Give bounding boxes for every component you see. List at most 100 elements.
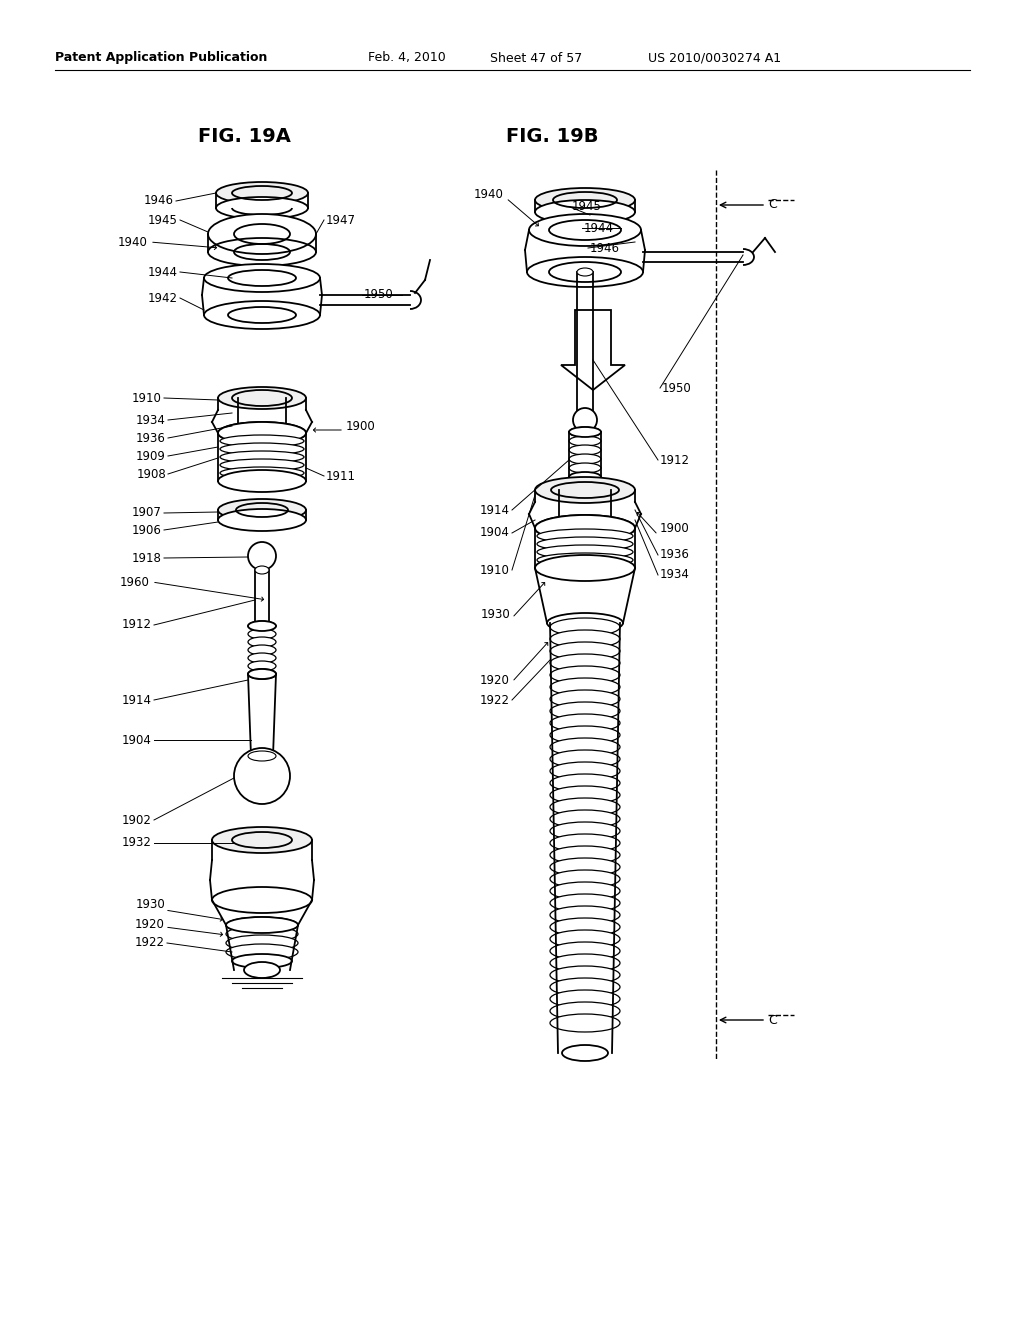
Text: US 2010/0030274 A1: US 2010/0030274 A1: [648, 51, 781, 65]
Ellipse shape: [537, 537, 633, 550]
Text: 1914: 1914: [480, 503, 510, 516]
Ellipse shape: [550, 630, 620, 648]
Text: 1907: 1907: [132, 507, 162, 520]
Ellipse shape: [218, 499, 306, 521]
Ellipse shape: [550, 954, 620, 972]
Ellipse shape: [550, 906, 620, 924]
Ellipse shape: [537, 545, 633, 558]
Ellipse shape: [569, 426, 601, 437]
Polygon shape: [561, 310, 625, 389]
Ellipse shape: [234, 748, 290, 804]
Ellipse shape: [216, 197, 308, 219]
Ellipse shape: [569, 454, 601, 465]
Ellipse shape: [218, 422, 306, 444]
Ellipse shape: [569, 473, 601, 482]
Text: 1946: 1946: [144, 194, 174, 207]
Ellipse shape: [550, 978, 620, 997]
Ellipse shape: [204, 264, 319, 292]
Text: 1909: 1909: [136, 450, 166, 462]
Ellipse shape: [573, 408, 597, 432]
Text: 1942: 1942: [148, 292, 178, 305]
Text: 1932: 1932: [122, 837, 152, 850]
Text: 1910: 1910: [480, 564, 510, 577]
Ellipse shape: [248, 630, 276, 639]
Ellipse shape: [535, 187, 635, 213]
Ellipse shape: [535, 477, 635, 503]
Ellipse shape: [208, 214, 316, 253]
Ellipse shape: [577, 268, 593, 276]
Ellipse shape: [529, 214, 641, 246]
Ellipse shape: [550, 822, 620, 840]
Ellipse shape: [550, 1014, 620, 1032]
Ellipse shape: [550, 642, 620, 660]
Text: 1936: 1936: [136, 432, 166, 445]
Text: 1904: 1904: [480, 527, 510, 540]
Ellipse shape: [248, 653, 276, 663]
Ellipse shape: [569, 436, 601, 446]
Ellipse shape: [248, 543, 276, 570]
Text: 1944: 1944: [584, 222, 614, 235]
Ellipse shape: [550, 834, 620, 851]
Ellipse shape: [248, 645, 276, 655]
Ellipse shape: [537, 553, 633, 568]
Ellipse shape: [550, 858, 620, 876]
Ellipse shape: [212, 887, 312, 913]
Ellipse shape: [550, 785, 620, 804]
Text: 1912: 1912: [122, 619, 152, 631]
Text: 1950: 1950: [662, 381, 692, 395]
Text: 1914: 1914: [122, 693, 152, 706]
Ellipse shape: [220, 444, 304, 455]
Ellipse shape: [550, 966, 620, 983]
Ellipse shape: [226, 935, 298, 950]
Ellipse shape: [550, 846, 620, 865]
Ellipse shape: [569, 463, 601, 473]
Ellipse shape: [244, 962, 280, 978]
Text: 1922: 1922: [480, 693, 510, 706]
Ellipse shape: [550, 917, 620, 936]
Text: Patent Application Publication: Patent Application Publication: [55, 51, 267, 65]
Ellipse shape: [550, 894, 620, 912]
Ellipse shape: [550, 702, 620, 719]
Text: 1900: 1900: [346, 420, 376, 433]
Ellipse shape: [204, 301, 319, 329]
Text: 1945: 1945: [572, 201, 602, 214]
Ellipse shape: [248, 661, 276, 671]
Ellipse shape: [218, 422, 306, 444]
Ellipse shape: [218, 387, 306, 409]
Text: 1920: 1920: [135, 917, 165, 931]
Text: Feb. 4, 2010: Feb. 4, 2010: [368, 51, 445, 65]
Ellipse shape: [550, 774, 620, 792]
Ellipse shape: [569, 445, 601, 455]
Ellipse shape: [550, 690, 620, 708]
Ellipse shape: [248, 620, 276, 631]
Text: 1946: 1946: [590, 242, 620, 255]
Ellipse shape: [248, 638, 276, 647]
Text: Sheet 47 of 57: Sheet 47 of 57: [490, 51, 583, 65]
Text: 1900: 1900: [660, 521, 690, 535]
Ellipse shape: [527, 257, 643, 286]
Text: 1911: 1911: [326, 470, 356, 483]
Ellipse shape: [550, 942, 620, 960]
Text: C: C: [768, 1014, 777, 1027]
Text: 1936: 1936: [660, 549, 690, 561]
Text: 1902: 1902: [122, 813, 152, 826]
Ellipse shape: [550, 678, 620, 696]
Ellipse shape: [234, 224, 290, 244]
Ellipse shape: [535, 554, 635, 581]
Text: 1947: 1947: [326, 214, 356, 227]
Text: FIG. 19A: FIG. 19A: [198, 128, 291, 147]
Ellipse shape: [248, 620, 276, 631]
Ellipse shape: [550, 810, 620, 828]
Text: 1934: 1934: [660, 569, 690, 582]
Ellipse shape: [535, 515, 635, 541]
Ellipse shape: [562, 1045, 608, 1061]
Ellipse shape: [226, 917, 298, 933]
Text: 1910: 1910: [132, 392, 162, 404]
Text: 1920: 1920: [480, 673, 510, 686]
Ellipse shape: [547, 612, 623, 634]
Text: 1906: 1906: [132, 524, 162, 536]
Ellipse shape: [535, 201, 635, 224]
Ellipse shape: [550, 667, 620, 684]
Ellipse shape: [550, 990, 620, 1008]
Ellipse shape: [569, 426, 601, 437]
